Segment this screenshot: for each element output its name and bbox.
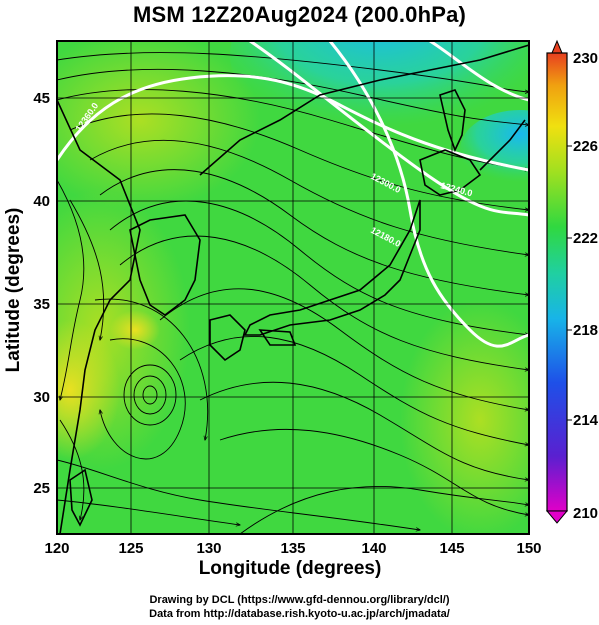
colorbar-max-label: 230 bbox=[573, 50, 598, 67]
streamlines bbox=[57, 52, 529, 534]
colorbar-label: 222 bbox=[573, 230, 598, 247]
colorbar: 230 226 222 218 214 210 bbox=[545, 39, 599, 524]
colorbar-max-arrow bbox=[551, 39, 563, 54]
x-tick-label: 130 bbox=[196, 540, 221, 557]
x-tick-label: 120 bbox=[44, 540, 69, 557]
x-tick-label: 140 bbox=[361, 540, 386, 557]
credit-line-1: Drawing by DCL (https://www.gfd-dennou.o… bbox=[149, 594, 450, 606]
coastlines bbox=[57, 44, 529, 534]
x-tick-label: 125 bbox=[118, 540, 143, 557]
credit-line-2: Data from http://database.rish.kyoto-u.a… bbox=[149, 608, 450, 620]
colorbar-ramp bbox=[546, 52, 568, 512]
plot-frame bbox=[56, 40, 530, 535]
x-tick-label: 135 bbox=[280, 540, 305, 557]
colorbar-label: 218 bbox=[573, 322, 598, 339]
field-layer bbox=[57, 41, 529, 534]
x-tick-label: 150 bbox=[516, 540, 541, 557]
x-tick-label: 145 bbox=[439, 540, 464, 557]
y-tick-label: 35 bbox=[33, 296, 50, 313]
height-contours bbox=[57, 41, 529, 348]
x-axis-label: Longitude (degrees) bbox=[198, 558, 382, 579]
grid bbox=[57, 41, 529, 534]
chart-title: MSM 12Z20Aug2024 (200.0hPa) bbox=[132, 2, 467, 27]
y-tick-label: 25 bbox=[33, 480, 50, 497]
colorbar-min-arrow bbox=[545, 510, 569, 524]
colorbar-label: 214 bbox=[573, 412, 599, 429]
colorbar-label: 226 bbox=[573, 138, 598, 155]
colorbar-min-label: 210 bbox=[573, 505, 598, 522]
y-tick-label: 40 bbox=[33, 193, 50, 210]
y-tick-label: 45 bbox=[33, 90, 50, 107]
y-tick-label: 30 bbox=[33, 389, 50, 406]
